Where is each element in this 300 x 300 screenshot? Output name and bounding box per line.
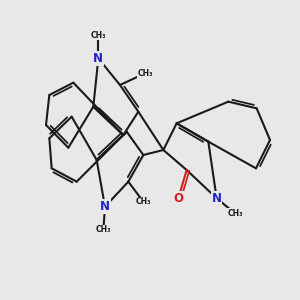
Text: CH₃: CH₃ bbox=[136, 197, 151, 206]
Text: N: N bbox=[93, 52, 103, 65]
Text: CH₃: CH₃ bbox=[91, 31, 106, 40]
Text: N: N bbox=[100, 200, 110, 213]
Text: N: N bbox=[212, 192, 222, 205]
Text: CH₃: CH₃ bbox=[96, 226, 111, 235]
Text: O: O bbox=[173, 192, 183, 205]
Text: CH₃: CH₃ bbox=[137, 69, 153, 78]
Text: CH₃: CH₃ bbox=[227, 209, 243, 218]
